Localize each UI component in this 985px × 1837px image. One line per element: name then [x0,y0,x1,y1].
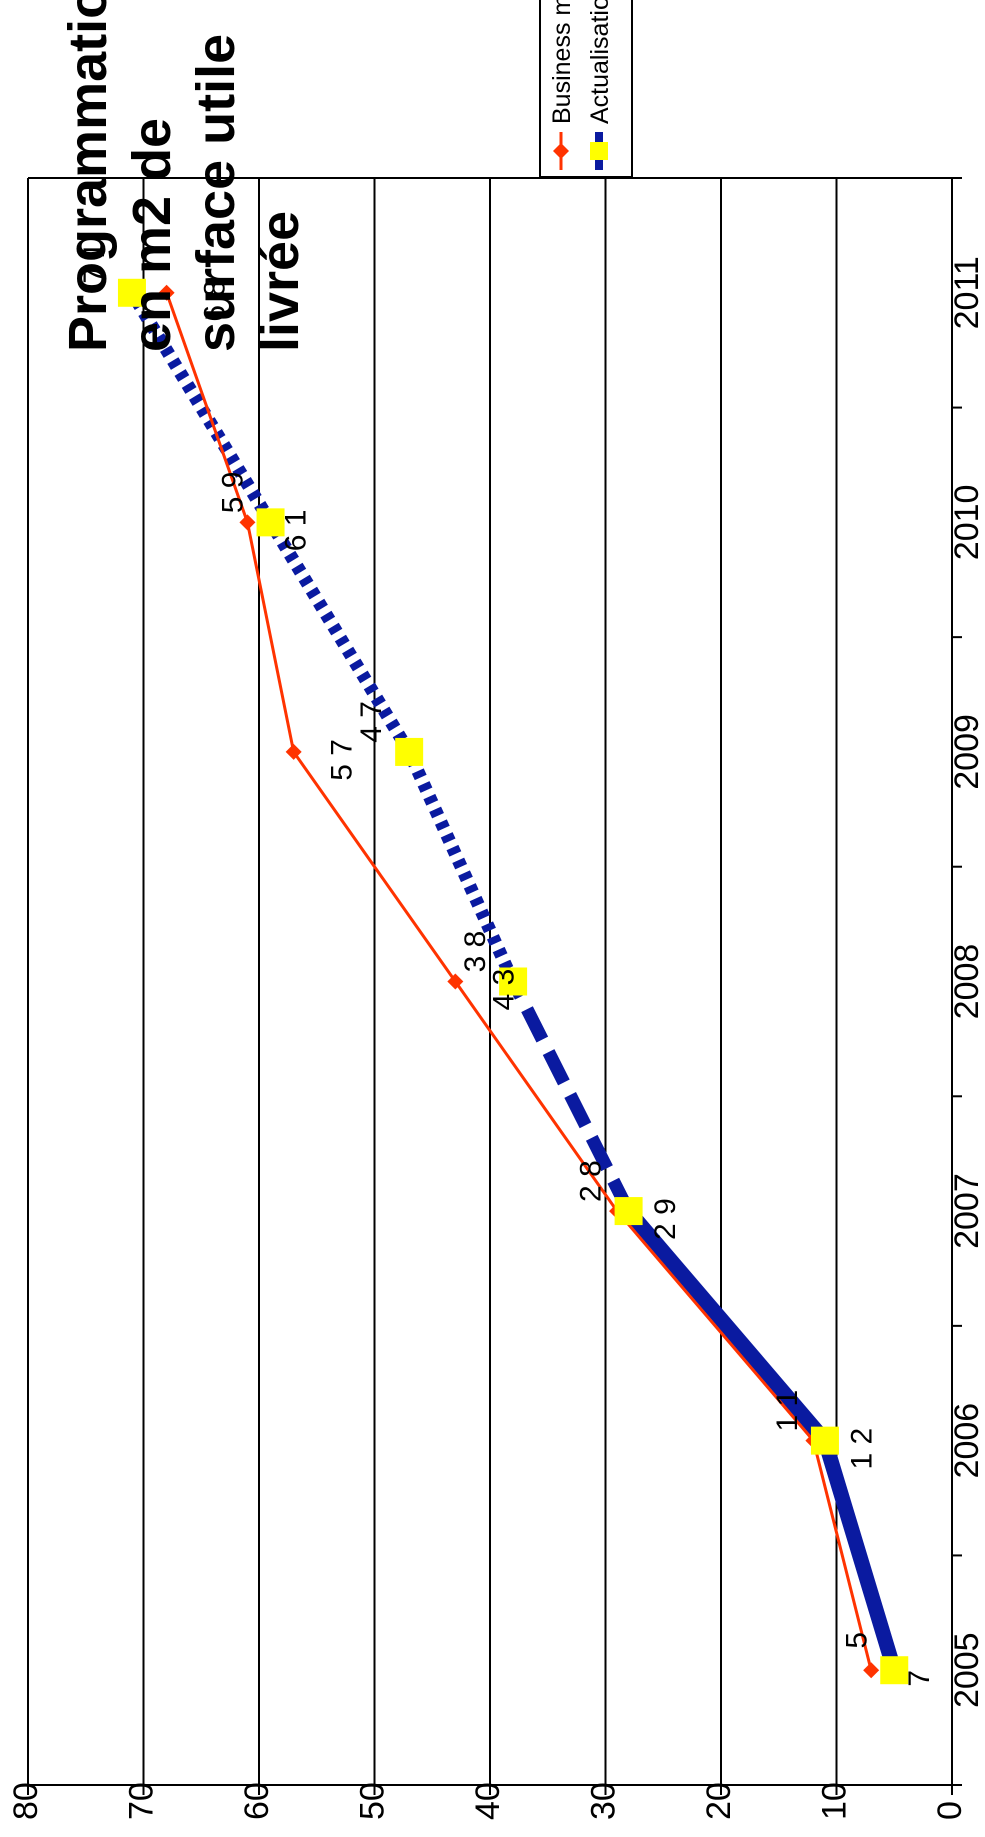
chart-title-line: en m2 de [122,118,182,352]
actualisation-marker [395,737,424,766]
y-tick-label: 10 [815,1782,853,1820]
actualisation-marker [810,1426,839,1455]
y-tick-label: 80 [7,1782,45,1820]
series-layer [117,278,909,1685]
actualisation-line-segment [264,518,415,756]
actualisation-line-segment [126,289,277,526]
actualisation-label: 5 9 [217,471,250,513]
actualisation-marker [117,278,146,307]
business-model-marker [158,284,175,301]
chart-title-line: surface utile [186,34,246,352]
business-model-marker [239,514,256,531]
x-tick-label: 2010 [948,485,985,561]
actualisation-label: 7 1 [78,242,111,284]
y-tick-label: 0 [931,1801,969,1820]
business-model-label: 1 2 [845,1428,878,1470]
actualisation-marker [256,508,285,537]
business-model-label: 6 1 [279,509,312,551]
x-tick-label: 2008 [948,944,985,1020]
legend-label-actualisation: Actualisation [586,0,614,124]
y-tick-label: 20 [700,1782,738,1820]
x-tick-label: 2007 [948,1173,985,1249]
business-model-label: 4 3 [487,969,520,1011]
chart-title-line: livrée [250,211,310,352]
actualisation-marker [880,1656,909,1685]
y-tick-label: 30 [584,1782,622,1820]
legend-marker-actualisation [590,142,608,160]
chart-title-line: Programmation [58,0,118,352]
business-model-marker [285,743,302,760]
business-model-marker [447,973,464,990]
y-tick-label: 70 [122,1782,160,1820]
actualisation-label: 4 7 [355,701,388,743]
actualisation-line-segment [403,749,520,985]
business-model-label: 5 7 [326,739,359,781]
y-tick-label: 50 [353,1782,391,1820]
legend-marker-business-model [553,143,569,159]
actualisation-label: 5 [840,1632,873,1649]
x-tick-label: 2006 [948,1403,985,1479]
legend: Business model Actualisation [539,0,633,178]
y-tick-label: 60 [238,1782,276,1820]
actualisation-line-segment [507,978,635,1214]
actualisation-label: 2 8 [575,1160,608,1202]
business-model-label: 7 [903,1670,936,1687]
y-tick-label: 40 [469,1782,507,1820]
actualisation-label: 1 1 [771,1390,804,1432]
legend-box [539,0,633,178]
data-labels: 7 1 2 2 9 4 3 5 7 6 1 6 8 5 1 1 2 8 3 8 4 7 5 9 7 1 [78,242,936,1687]
axes: 0 10 20 30 40 50 60 70 80 2005 2006 2007 2008 2009 201… [7,177,985,1820]
actualisation-marker [499,967,528,996]
x-tick-label: 2005 [948,1632,985,1708]
business-model-label: 2 9 [649,1198,682,1240]
actualisation-label: 3 8 [459,931,492,973]
actualisation-line-segment [817,1438,902,1673]
actualisation-line-segment [622,1206,831,1446]
x-tick-label: 2009 [948,714,985,790]
x-tick-label: 2011 [948,256,985,329]
actualisation-marker [614,1197,643,1226]
gridlines [27,178,838,1785]
chart-title: Programmation en m2 de surface utile livrée [58,0,310,352]
legend-label-business-model: Business model [548,0,576,124]
business-model-label: 6 8 [199,280,232,322]
